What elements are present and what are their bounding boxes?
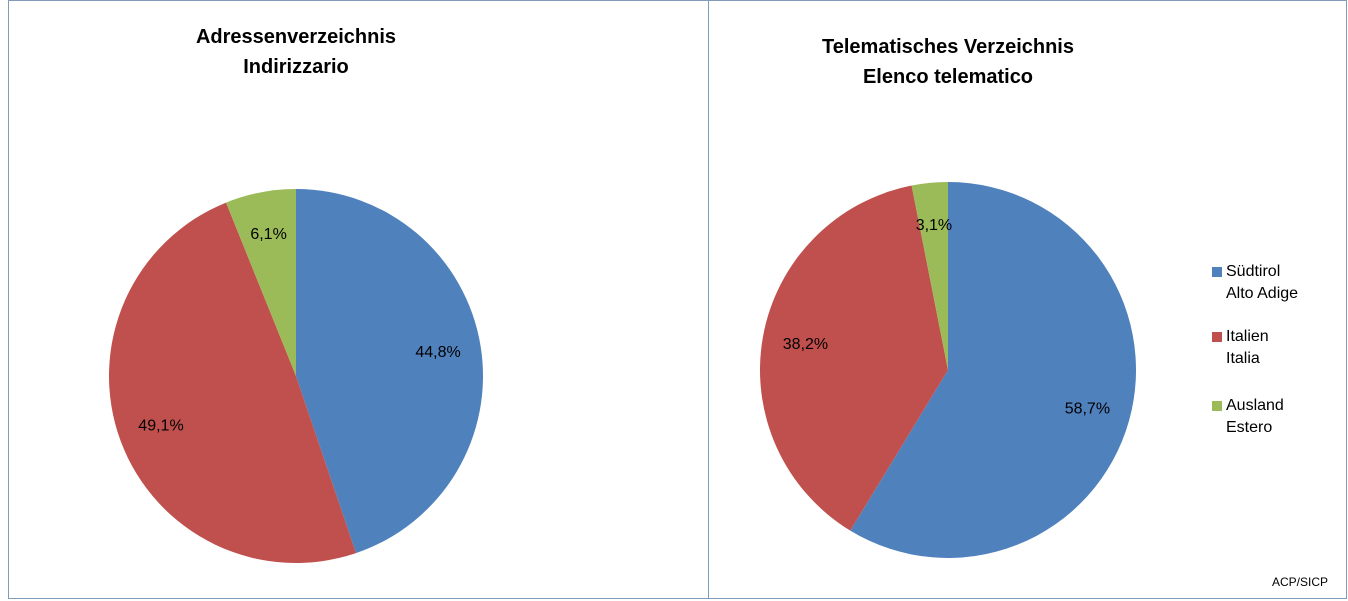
data-label: 58,7% [1065, 400, 1110, 417]
legend-entry: Südtirol Alto Adige [1226, 263, 1299, 302]
legend-entry: Ausland Estero [1226, 397, 1284, 436]
pie-slice [296, 189, 483, 554]
pie-slice [759, 185, 948, 531]
legend-swatch [1212, 401, 1222, 411]
chart-title: Adressenverzeichnis Indirizzario [195, 26, 397, 78]
pie-slice [226, 189, 296, 376]
pie-slice [850, 182, 1136, 558]
chart-panel [708, 0, 1347, 599]
data-label: 49,1% [138, 417, 183, 434]
pie-slice [108, 202, 357, 564]
chart-title: Telematisches Verzeichnis Elenco telemat… [822, 36, 1074, 88]
data-label: 6,1% [250, 226, 286, 243]
legend-swatch [1212, 267, 1222, 277]
source-note: ACP/SICP [1271, 575, 1328, 589]
data-label: 38,2% [783, 336, 828, 353]
legend-entry: Italien Italia [1226, 328, 1269, 367]
data-label: 3,1% [916, 217, 952, 234]
legend-swatch [1212, 332, 1222, 342]
pie-slice [911, 182, 948, 370]
data-label: 44,8% [415, 344, 460, 361]
